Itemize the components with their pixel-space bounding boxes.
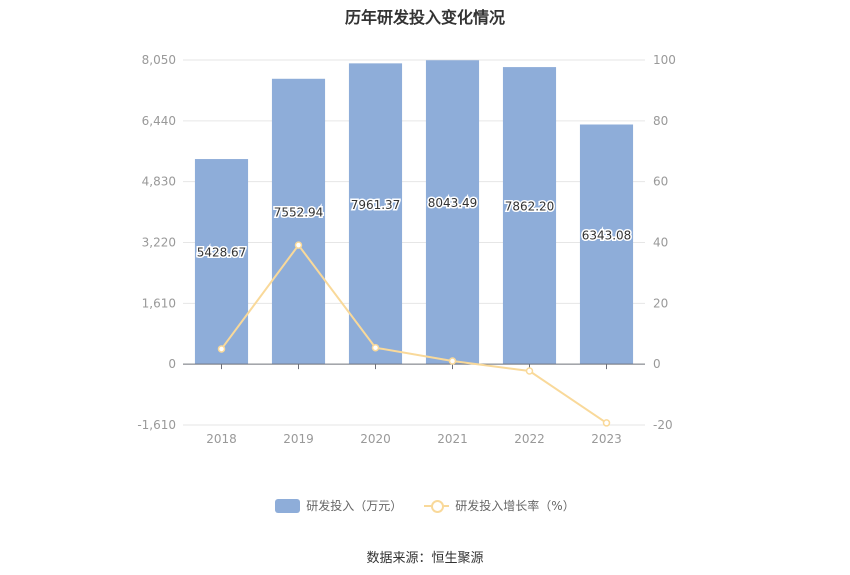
growth-point [217,345,226,353]
bar-value-label: 7862.20 [505,200,555,214]
x-axis-tick-label: 2022 [514,432,545,446]
left-axis-tick-label: 4,830 [142,175,176,189]
bar-value-label: 5428.67 [197,246,247,260]
left-axis-tick-label: 0 [168,357,176,371]
legend-line-swatch [424,499,450,513]
legend-item-bar[interactable]: 研发投入（万元） [275,497,402,514]
bar-value-label: 7961.37 [351,198,401,212]
source-note: 数据来源：恒生聚源 [366,551,484,566]
bar-value-label: 7552.94 [274,205,324,219]
right-axis-tick-label: -20 [653,418,673,432]
right-axis-tick-label: 100 [653,53,676,67]
x-axis-tick-label: 2021 [437,432,468,446]
legend: 研发投入（万元） 研发投入增长率（%） [0,497,850,514]
right-axis-tick-label: 80 [653,114,668,128]
bar [348,63,403,365]
right-axis-tick-label: 40 [653,236,668,250]
x-axis-tick-label: 2020 [360,432,391,446]
bar-value-label: 8043.49 [428,196,478,210]
bar [425,60,480,365]
x-axis-tick-label: 2019 [283,432,314,446]
growth-point [294,241,303,249]
growth-point [602,419,611,427]
left-axis-tick-label: 8,050 [142,53,176,67]
bar [194,159,249,365]
legend-line-label: 研发投入增长率（%） [455,499,575,513]
bar [271,78,326,365]
x-axis-tick-label: 2023 [591,432,622,446]
growth-point [371,343,380,352]
bar [502,67,557,365]
legend-bar-label: 研发投入（万元） [306,499,403,513]
legend-bar-swatch [275,498,301,513]
left-axis-tick-label: 6,440 [142,114,176,128]
right-axis-tick-label: 0 [653,357,661,371]
bar-value-label: 6343.08 [582,228,632,242]
bar [579,124,634,365]
growth-point [448,357,457,365]
x-axis-tick-label: 2018 [206,432,237,446]
legend-item-line[interactable]: 研发投入增长率（%） [424,497,575,514]
growth-point [525,367,534,375]
left-axis-tick-label: 1,610 [142,296,176,310]
left-axis-tick-label: -1,610 [137,418,176,432]
right-axis-tick-label: 20 [653,296,668,310]
right-axis-tick-label: 60 [653,175,668,189]
chart-title: 历年研发投入变化情况 [344,8,505,27]
growth-line [220,243,608,424]
left-axis-tick-label: 3,220 [142,236,176,250]
